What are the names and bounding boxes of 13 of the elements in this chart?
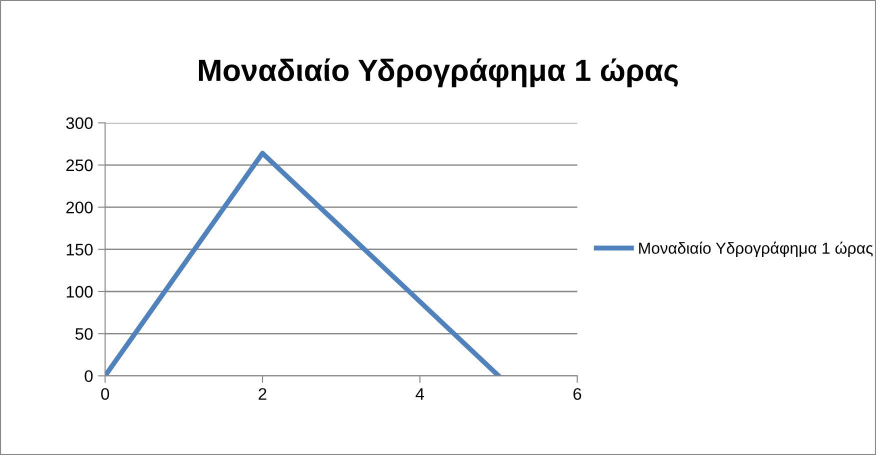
y-tick-label: 150 (66, 244, 93, 256)
y-tick-label: 50 (75, 328, 93, 340)
y-tick-label: 100 (66, 286, 93, 298)
chart-title: Μοναδιαίο Υδρογράφημα 1 ώρας (198, 58, 678, 88)
y-tick-label: 300 (66, 117, 93, 130)
x-tick-label: 4 (416, 388, 424, 400)
legend-label: Μοναδιαίο Υδρογράφημα 1 ώρας (639, 242, 873, 258)
x-tick-label: 0 (101, 388, 110, 400)
x-tick-label: 6 (573, 388, 582, 400)
x-tick-label: 2 (258, 388, 266, 400)
y-tick-label: 0 (84, 370, 93, 382)
y-tick-label: 250 (66, 159, 93, 172)
y-tick-label: 200 (66, 202, 93, 214)
